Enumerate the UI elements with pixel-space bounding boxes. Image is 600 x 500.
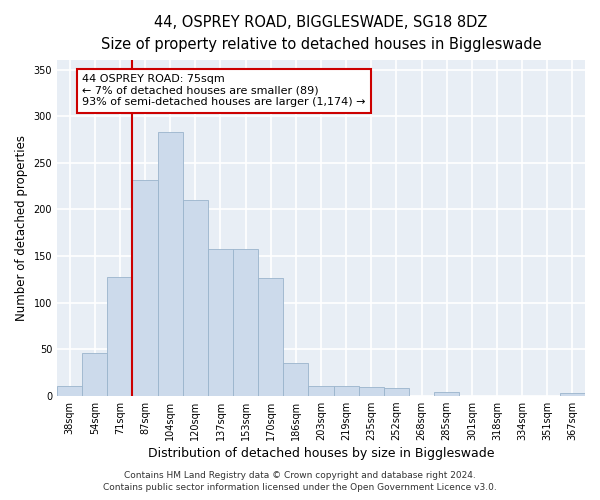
Bar — [133, 180, 158, 396]
Y-axis label: Number of detached properties: Number of detached properties — [15, 135, 28, 321]
Bar — [308, 386, 334, 396]
Bar — [334, 386, 359, 396]
X-axis label: Distribution of detached houses by size in Biggleswade: Distribution of detached houses by size … — [148, 447, 494, 460]
Text: Contains HM Land Registry data © Crown copyright and database right 2024.
Contai: Contains HM Land Registry data © Crown c… — [103, 471, 497, 492]
Bar — [283, 363, 308, 396]
Bar — [560, 393, 585, 396]
Bar — [384, 388, 409, 396]
Bar — [359, 388, 384, 396]
Title: 44, OSPREY ROAD, BIGGLESWADE, SG18 8DZ
Size of property relative to detached hou: 44, OSPREY ROAD, BIGGLESWADE, SG18 8DZ S… — [101, 15, 541, 52]
Text: 44 OSPREY ROAD: 75sqm
← 7% of detached houses are smaller (89)
93% of semi-detac: 44 OSPREY ROAD: 75sqm ← 7% of detached h… — [82, 74, 365, 108]
Bar — [158, 132, 183, 396]
Bar — [233, 250, 258, 396]
Bar — [57, 386, 82, 396]
Bar — [208, 250, 233, 396]
Bar — [183, 200, 208, 396]
Bar — [434, 392, 459, 396]
Bar — [258, 278, 283, 396]
Bar — [107, 278, 133, 396]
Bar — [82, 353, 107, 396]
